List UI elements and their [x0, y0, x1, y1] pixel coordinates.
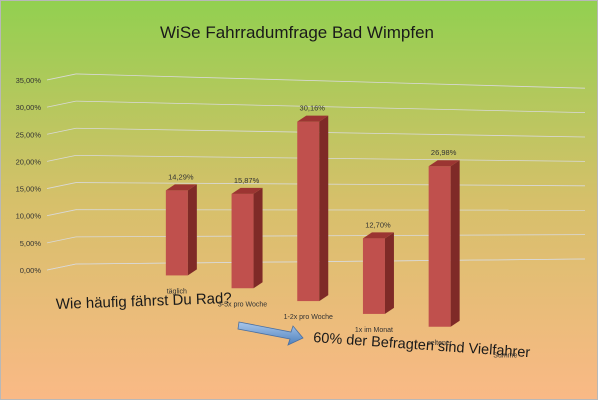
bar-side — [384, 232, 394, 314]
bar-side — [253, 187, 263, 289]
gridline-side — [46, 236, 77, 244]
x-category-label: seltener — [427, 340, 453, 347]
x-category-label: 3-5x pro Woche — [218, 301, 267, 308]
gridline — [75, 73, 586, 89]
data-label: 14,29% — [168, 172, 194, 181]
bar — [428, 166, 451, 327]
gridline-side — [46, 100, 77, 108]
x-category-label: 1x im Monat — [355, 327, 393, 334]
gridline-side — [46, 182, 77, 189]
bar-top — [297, 115, 329, 122]
bar-top — [362, 232, 394, 239]
gridline — [75, 209, 586, 211]
y-tick-label: 30,00% — [16, 103, 42, 112]
x-category-label: Summe — [493, 353, 517, 360]
bar-side — [187, 184, 197, 276]
gridline — [75, 182, 586, 187]
gridline-side — [46, 127, 77, 135]
bar-top — [428, 160, 460, 167]
y-tick-label: 20,00% — [16, 157, 42, 166]
x-category-label: täglich — [167, 288, 187, 295]
gridline — [75, 100, 586, 113]
y-tick-label: 25,00% — [16, 130, 42, 139]
gridline-side — [46, 155, 77, 162]
bar — [362, 238, 385, 314]
bar — [231, 193, 254, 289]
gridline-side — [46, 73, 77, 81]
gridline — [75, 155, 586, 162]
bars — [165, 115, 460, 327]
gridline — [75, 234, 586, 238]
arrow-icon — [237, 321, 304, 346]
bar-top — [231, 187, 263, 194]
floor-edge — [46, 258, 586, 271]
data-label: 12,70% — [365, 220, 391, 229]
bar-top — [165, 184, 197, 191]
chart-title: WiSe Fahrradumfrage Bad Wimpfen — [160, 23, 434, 42]
y-tick-label: 15,00% — [16, 185, 42, 194]
data-labels: 14,29% 15,87% 30,16% 12,70% 26,98% — [168, 104, 457, 230]
gridline — [75, 127, 586, 138]
data-label: 15,87% — [234, 176, 260, 185]
bar — [297, 121, 320, 302]
data-label: 26,98% — [431, 148, 457, 157]
gridline-side — [46, 209, 77, 217]
y-tick-label: 10,00% — [16, 212, 42, 221]
gridlines — [46, 73, 586, 271]
y-tick-label: 5,00% — [20, 239, 42, 248]
bar — [165, 190, 188, 276]
bar-side — [319, 115, 329, 302]
question-annotation: Wie häufig fährst Du Rad? — [56, 290, 232, 313]
y-axis-ticks: 0,00% 5,00% 10,00% 15,00% 20,00% 25,00% 30,00%… — [16, 76, 42, 275]
x-axis-categories: täglich 3-5x pro Woche 1-2x pro Woche 1x im… — [167, 288, 518, 359]
bar-side — [450, 160, 460, 327]
y-tick-label: 0,00% — [20, 266, 42, 275]
x-category-label: 1-2x pro Woche — [284, 314, 333, 321]
y-tick-label: 35,00% — [16, 76, 42, 85]
data-label: 30,16% — [300, 104, 326, 113]
